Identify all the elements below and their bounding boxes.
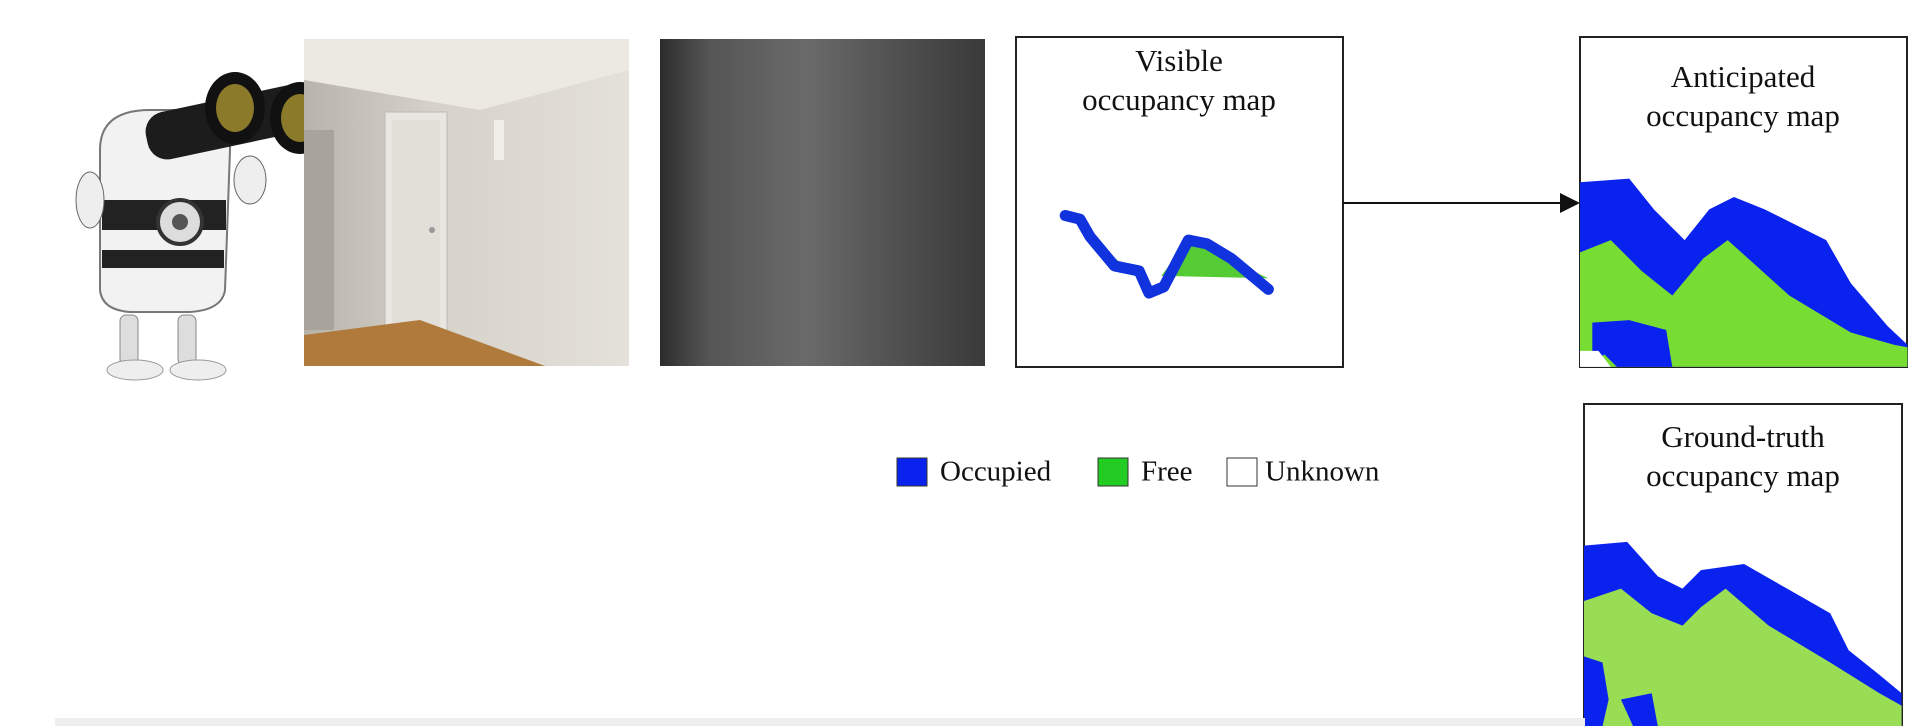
map-title: Ground-truth [1661,419,1825,454]
legend-swatch [897,458,927,486]
ground-truth-map: Ground-truth occupancy map [1584,404,1902,726]
map-title: Anticipated [1671,59,1816,94]
legend: Occupied Free Unknown [897,456,1380,488]
bottom-bar [55,718,1585,726]
robot-icon [76,72,330,380]
map-title: occupancy map [1082,82,1276,117]
legend-swatch [1227,458,1257,486]
rgb-image [304,39,629,366]
legend-label: Unknown [1265,456,1380,488]
map-title: Visible [1135,43,1223,78]
map-title: occupancy map [1646,98,1840,133]
diagram: Visible occupancy map Anticipated occupa… [0,0,1930,726]
visible-map: Visible occupancy map [1016,37,1343,367]
map-title: occupancy map [1646,458,1840,493]
depth-image [660,39,985,366]
legend-label: Free [1141,456,1193,488]
anticipated-map: Anticipated occupancy map [1580,37,1907,367]
legend-swatch [1098,458,1128,486]
legend-label: Occupied [940,456,1052,488]
